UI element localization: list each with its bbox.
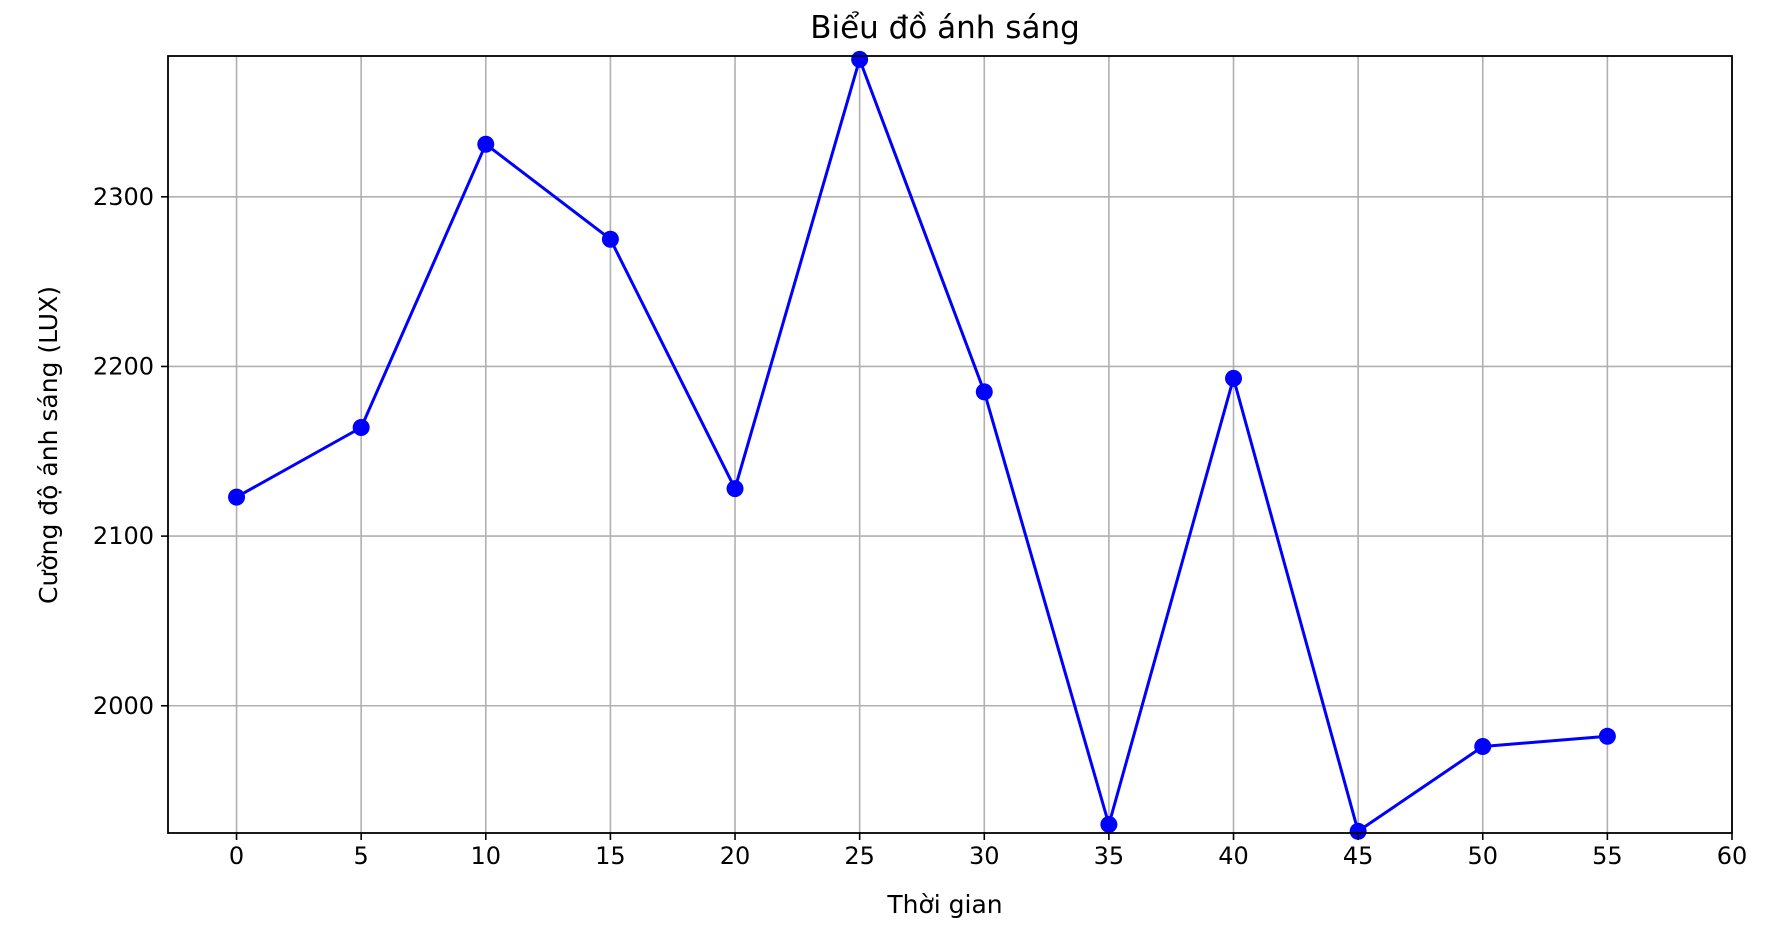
data-point <box>1349 822 1367 840</box>
y-tick-label: 2000 <box>93 692 154 720</box>
x-tick-label: 25 <box>844 842 875 870</box>
x-axis-title: Thời gian <box>886 890 1002 919</box>
data-point <box>1225 369 1243 387</box>
data-point <box>1100 816 1118 834</box>
x-tick-label: 20 <box>720 842 751 870</box>
data-point <box>1474 737 1492 755</box>
x-tick-label: 5 <box>354 842 369 870</box>
x-tick-label: 15 <box>595 842 626 870</box>
x-tick-label: 40 <box>1218 842 1249 870</box>
series-layer <box>228 50 1616 840</box>
plot-frame <box>167 55 1733 834</box>
x-tick-label: 45 <box>1343 842 1374 870</box>
x-tick-label: 50 <box>1467 842 1498 870</box>
x-tick-label: 30 <box>969 842 1000 870</box>
data-point <box>477 135 495 153</box>
x-tick-label: 35 <box>1094 842 1125 870</box>
x-tick-label: 0 <box>229 842 244 870</box>
y-tick-label: 2300 <box>93 183 154 211</box>
y-tick-label: 2100 <box>93 522 154 550</box>
y-axis-title: Cường độ ánh sáng (LUX) <box>34 286 63 604</box>
x-tick-label: 60 <box>1717 842 1748 870</box>
x-tick-label: 55 <box>1592 842 1623 870</box>
series-line <box>235 57 1608 833</box>
data-point <box>851 50 869 68</box>
chart-title: Biểu đồ ánh sáng <box>810 10 1080 46</box>
data-point <box>726 480 744 498</box>
data-point <box>601 230 619 248</box>
data-point <box>1598 727 1616 745</box>
data-point <box>228 488 246 506</box>
data-point <box>352 419 370 437</box>
ticks: 0 5 10 15 20 25 30 35 40 45 50 55 60 2000 2100 2200 2300 <box>93 183 1747 870</box>
data-point <box>975 383 993 401</box>
x-tick-label: 10 <box>471 842 502 870</box>
y-tick-label: 2200 <box>93 352 154 380</box>
